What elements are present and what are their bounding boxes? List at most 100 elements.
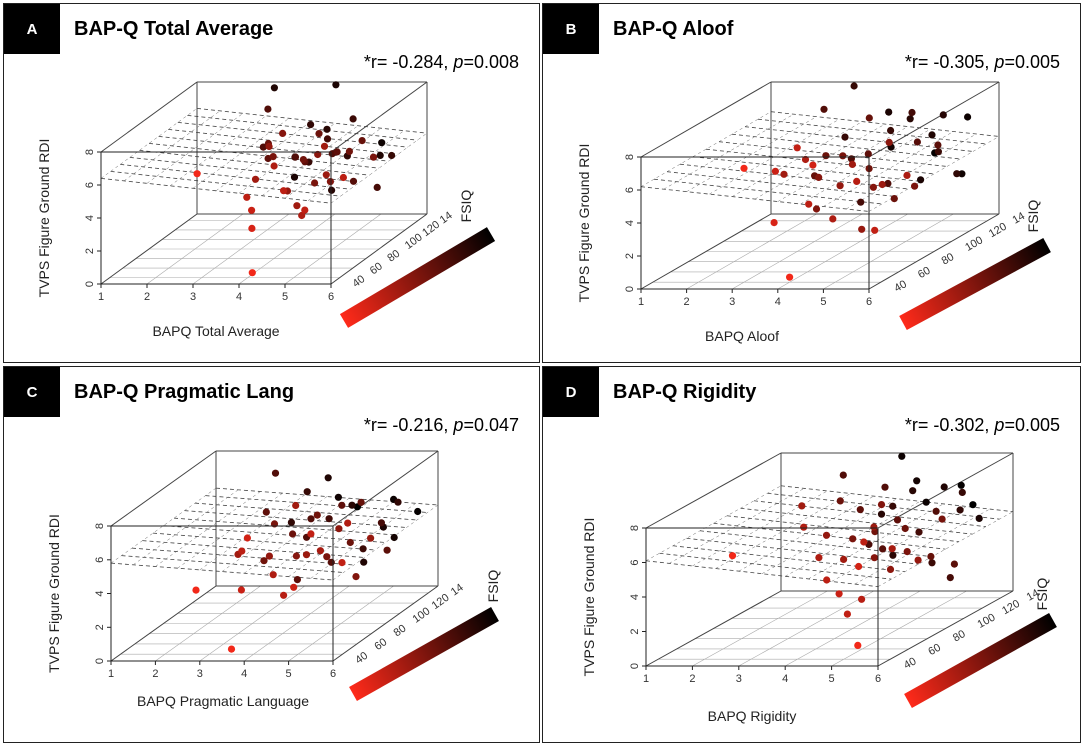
surface-line bbox=[173, 517, 397, 536]
surface-line bbox=[645, 485, 782, 561]
data-point bbox=[850, 82, 858, 90]
data-point bbox=[333, 148, 341, 156]
x-tick-label: 2 bbox=[689, 673, 695, 685]
p-label: p bbox=[994, 415, 1005, 435]
data-point bbox=[290, 583, 298, 591]
z-tick-label: 40 bbox=[350, 273, 367, 290]
data-point bbox=[302, 551, 311, 559]
y-tick-label: 0 bbox=[624, 286, 636, 292]
data-point bbox=[303, 488, 311, 496]
y-tick-label: 8 bbox=[84, 149, 96, 155]
surface-line bbox=[672, 545, 906, 573]
surface-line bbox=[800, 128, 931, 205]
surface-line bbox=[148, 143, 380, 169]
surface-line bbox=[705, 148, 935, 175]
data-point bbox=[823, 576, 831, 584]
data-point bbox=[292, 552, 300, 560]
r-prefix: *r= bbox=[363, 415, 393, 435]
surface-line bbox=[330, 132, 428, 204]
p-label: p bbox=[453, 52, 464, 72]
z-tick-label: 14 bbox=[1011, 210, 1028, 227]
data-point bbox=[248, 269, 256, 277]
r-value: -0.305 bbox=[933, 52, 985, 72]
y-tick-label: 4 bbox=[94, 590, 106, 596]
data-point bbox=[911, 182, 919, 190]
data-point bbox=[938, 515, 946, 523]
z-tick-label: 80 bbox=[392, 622, 409, 639]
r-prefix: *r= bbox=[904, 52, 934, 72]
data-point bbox=[888, 545, 896, 553]
data-point bbox=[848, 160, 856, 168]
data-point bbox=[889, 502, 897, 510]
z-tick-label: 120 bbox=[420, 219, 442, 240]
data-point bbox=[339, 173, 347, 182]
data-point bbox=[915, 528, 923, 536]
p-value: =0.008 bbox=[463, 52, 519, 72]
data-point bbox=[771, 167, 779, 175]
data-point bbox=[820, 105, 828, 113]
data-point bbox=[265, 142, 273, 151]
data-point bbox=[328, 186, 336, 194]
x-axis-label: BAPQ Rigidity bbox=[708, 708, 797, 724]
z-tick-label: 60 bbox=[368, 260, 385, 277]
surface-line bbox=[121, 555, 344, 573]
data-point bbox=[913, 477, 921, 485]
floor-grid bbox=[645, 590, 1014, 667]
surface-line bbox=[732, 121, 863, 197]
surface-line bbox=[307, 130, 405, 201]
data-point bbox=[927, 552, 935, 561]
y-tick-label: 6 bbox=[84, 182, 96, 188]
data-point bbox=[934, 148, 942, 156]
x-tick-label: 3 bbox=[190, 291, 196, 303]
data-point bbox=[394, 498, 402, 506]
data-point bbox=[248, 206, 256, 214]
data-point bbox=[858, 595, 866, 603]
data-point bbox=[320, 142, 329, 150]
data-point bbox=[934, 141, 942, 149]
data-point bbox=[307, 530, 315, 538]
surface-line bbox=[131, 547, 355, 566]
data-point bbox=[964, 113, 972, 121]
data-points bbox=[740, 82, 972, 281]
data-point bbox=[879, 545, 887, 553]
z-tick-label: 40 bbox=[353, 650, 370, 667]
data-point bbox=[740, 164, 748, 172]
data-point bbox=[359, 545, 367, 553]
x-tick-label: 1 bbox=[98, 291, 104, 303]
z-axis-label: FSIQ bbox=[458, 190, 474, 223]
x-tick-label: 3 bbox=[736, 673, 742, 685]
data-point bbox=[326, 178, 334, 186]
data-point bbox=[877, 501, 886, 509]
box-edge bbox=[100, 81, 198, 153]
x-tick-label: 6 bbox=[875, 673, 881, 685]
data-point bbox=[822, 531, 831, 539]
y-axis-label: TVPS Figure Ground RDI bbox=[46, 514, 62, 673]
surface-line bbox=[715, 493, 851, 569]
panel-title: BAP-Q Total Average bbox=[74, 18, 274, 40]
data-point bbox=[885, 138, 893, 146]
data-point bbox=[293, 202, 301, 210]
data-point bbox=[939, 111, 947, 119]
y-tick-label: 0 bbox=[629, 663, 641, 669]
box-edge bbox=[100, 213, 198, 285]
y-tick-label: 2 bbox=[84, 248, 96, 254]
z-tick-label: 100 bbox=[403, 231, 425, 252]
colorbar bbox=[339, 227, 496, 328]
surface-line bbox=[184, 510, 407, 528]
data-point bbox=[914, 556, 922, 564]
r-value: -0.216 bbox=[392, 415, 444, 435]
data-point bbox=[313, 511, 321, 519]
data-point bbox=[849, 535, 857, 543]
box-edge bbox=[877, 452, 1014, 529]
box-edge bbox=[640, 81, 772, 158]
surface-line bbox=[753, 500, 987, 528]
regression-surface bbox=[110, 487, 439, 581]
data-point bbox=[352, 573, 360, 581]
z-tick-label: 60 bbox=[916, 265, 933, 282]
data-point bbox=[860, 538, 868, 546]
surface-line bbox=[100, 108, 198, 179]
data-point bbox=[293, 576, 301, 584]
